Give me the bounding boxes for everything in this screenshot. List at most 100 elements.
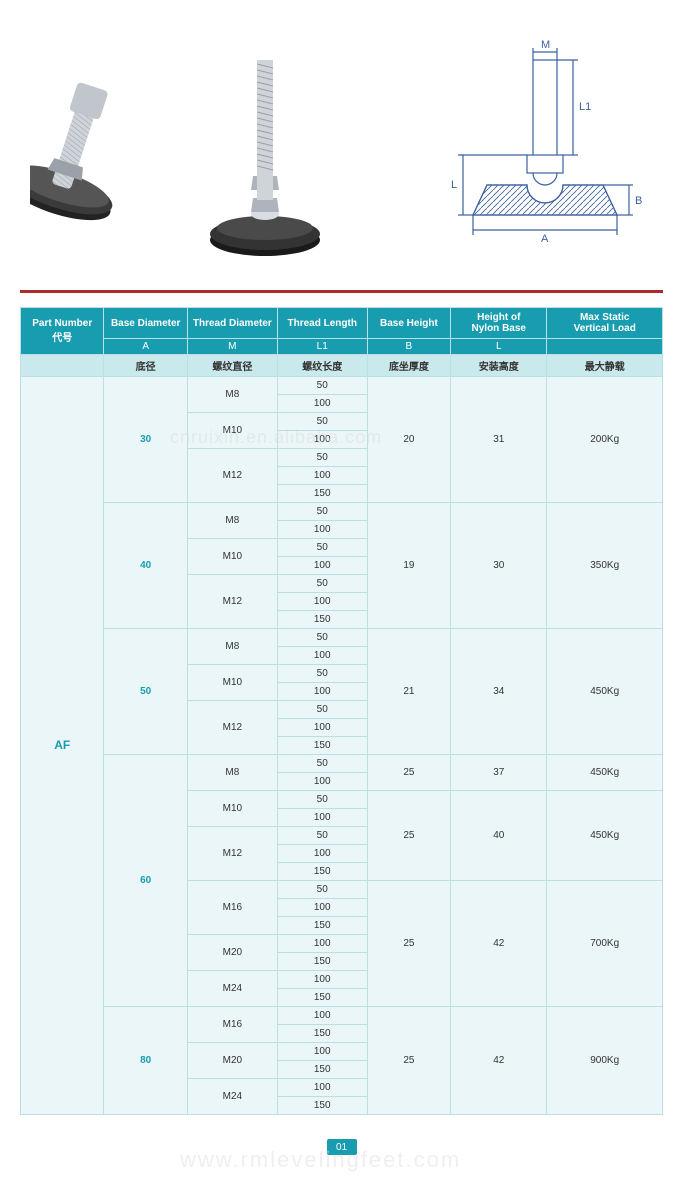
cell-nylon-height: 31 (451, 377, 547, 503)
th-thread-dia: Thread Diameter (187, 308, 277, 339)
cell-nylon-height: 34 (451, 629, 547, 755)
th-thread-len-cn: 螺纹长度 (277, 355, 367, 377)
th-max-load: Max Static Vertical Load (547, 308, 663, 339)
dim-m: M (541, 40, 550, 51)
cell-nylon-height: 30 (451, 503, 547, 629)
cell-thread: M8 (187, 629, 277, 665)
cell-length: 100 (277, 773, 367, 791)
cell-length: 50 (277, 413, 367, 431)
product-photo (30, 40, 360, 260)
cell-thread: M16 (187, 1007, 277, 1043)
th-l: L (451, 339, 547, 355)
dim-l: L (451, 179, 457, 191)
cell-length: 150 (277, 1025, 367, 1043)
cell-load: 450Kg (547, 755, 663, 791)
cell-base-height: 25 (367, 791, 450, 881)
cell-length: 150 (277, 1061, 367, 1079)
th-base-dia: Base Diameter (104, 308, 187, 339)
cell-load: 350Kg (547, 503, 663, 629)
cell-base-height: 20 (367, 377, 450, 503)
cell-length: 100 (277, 1043, 367, 1061)
spec-table: Part Number 代号 Base Diameter Thread Diam… (20, 307, 663, 1115)
th-nylon-h: Height of Nylon Base (451, 308, 547, 339)
cell-length: 50 (277, 791, 367, 809)
cell-length: 100 (277, 431, 367, 449)
cell-length: 150 (277, 485, 367, 503)
cell-base-height: 25 (367, 881, 450, 1007)
cell-length: 50 (277, 377, 367, 395)
cell-length: 100 (277, 899, 367, 917)
cell-length: 50 (277, 755, 367, 773)
cell-part-number: AF (21, 377, 104, 1115)
cell-base-height: 21 (367, 629, 450, 755)
dim-b: B (635, 195, 642, 207)
dim-l1: L1 (579, 101, 591, 113)
page: M L1 L B (0, 0, 683, 1191)
cell-length: 50 (277, 701, 367, 719)
cell-base-dia: 50 (104, 629, 187, 755)
cell-load: 700Kg (547, 881, 663, 1007)
cell-nylon-height: 40 (451, 791, 547, 881)
cell-base-dia: 40 (104, 503, 187, 629)
cell-base-dia: 80 (104, 1007, 187, 1115)
cell-length: 150 (277, 1097, 367, 1115)
dim-a: A (541, 233, 549, 245)
th-b: B (367, 339, 450, 355)
spec-table-wrap: Part Number 代号 Base Diameter Thread Diam… (0, 307, 683, 1135)
th-part-number: Part Number 代号 (21, 308, 104, 355)
cell-length: 150 (277, 917, 367, 935)
cell-length: 50 (277, 449, 367, 467)
cell-length: 50 (277, 503, 367, 521)
th-a: A (104, 339, 187, 355)
cell-load: 450Kg (547, 791, 663, 881)
top-section: M L1 L B (0, 0, 683, 280)
th-l1: L1 (277, 339, 367, 355)
cell-length: 100 (277, 593, 367, 611)
cell-thread: M10 (187, 665, 277, 701)
cell-length: 100 (277, 809, 367, 827)
cell-length: 100 (277, 647, 367, 665)
cell-length: 100 (277, 971, 367, 989)
cell-length: 100 (277, 557, 367, 575)
th-base-dia-cn: 底径 (104, 355, 187, 377)
cell-length: 50 (277, 665, 367, 683)
cell-thread: M12 (187, 449, 277, 503)
cell-thread: M10 (187, 539, 277, 575)
cell-length: 100 (277, 719, 367, 737)
cell-length: 150 (277, 863, 367, 881)
cell-length: 100 (277, 1007, 367, 1025)
cell-thread: M16 (187, 881, 277, 935)
cell-length: 150 (277, 737, 367, 755)
technical-diagram: M L1 L B (433, 40, 653, 260)
watermark-site: www.rmlevelingfeet.com (180, 1147, 683, 1173)
cell-thread: M8 (187, 503, 277, 539)
cell-length: 100 (277, 845, 367, 863)
page-number: 01 (327, 1139, 357, 1155)
th-nylon-h-cn: 安装高度 (451, 355, 547, 377)
cell-thread: M10 (187, 413, 277, 449)
cell-thread: M12 (187, 701, 277, 755)
cell-nylon-height: 37 (451, 755, 547, 791)
cell-load: 200Kg (547, 377, 663, 503)
cell-length: 150 (277, 611, 367, 629)
cell-length: 100 (277, 683, 367, 701)
cell-thread: M24 (187, 1079, 277, 1115)
cell-length: 150 (277, 989, 367, 1007)
cell-thread: M24 (187, 971, 277, 1007)
cell-thread: M8 (187, 755, 277, 791)
cell-length: 150 (277, 953, 367, 971)
divider (20, 290, 663, 293)
cell-base-height: 25 (367, 755, 450, 791)
cell-length: 100 (277, 521, 367, 539)
cell-thread: M20 (187, 935, 277, 971)
cell-base-height: 25 (367, 1007, 450, 1115)
cell-length: 100 (277, 1079, 367, 1097)
cell-nylon-height: 42 (451, 881, 547, 1007)
th-thread-len: Thread Length (277, 308, 367, 339)
cell-length: 50 (277, 881, 367, 899)
cell-load: 900Kg (547, 1007, 663, 1115)
cell-base-dia: 30 (104, 377, 187, 503)
th-base-h: Base Height (367, 308, 450, 339)
th-m: M (187, 339, 277, 355)
th-thread-dia-cn: 螺纹直径 (187, 355, 277, 377)
